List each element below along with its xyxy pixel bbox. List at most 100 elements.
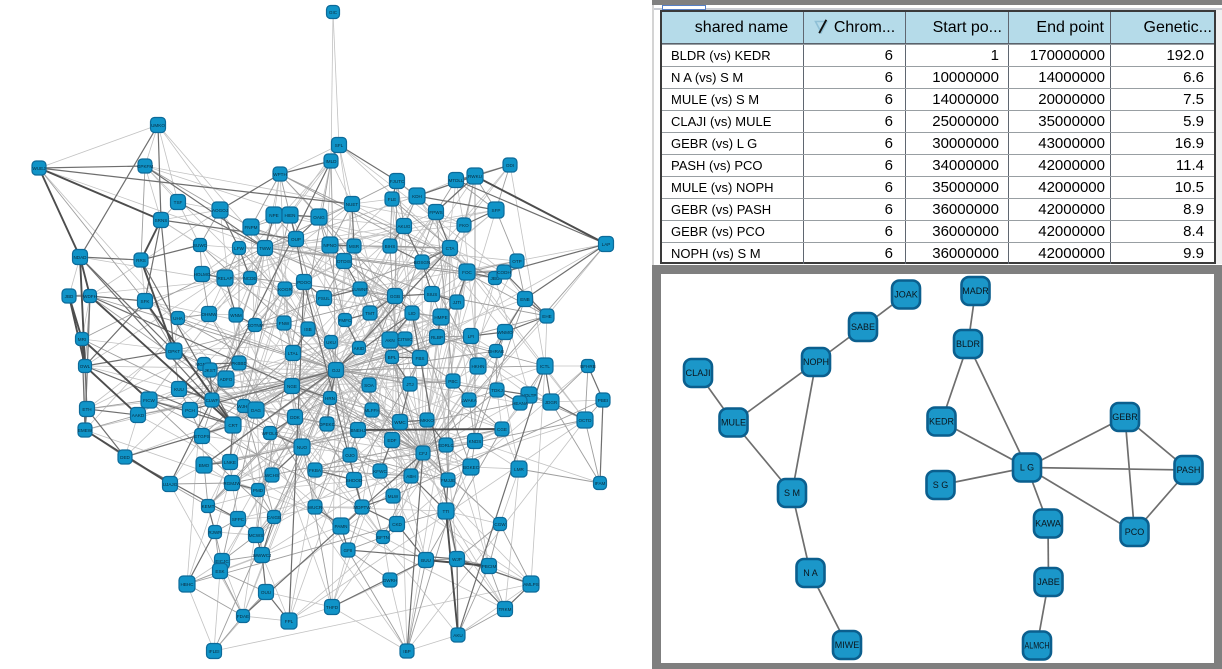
svg-text:ESK: ESK (215, 569, 225, 574)
svg-text:RELAP: RELAP (217, 276, 232, 281)
svg-text:FLE: FLE (388, 197, 396, 202)
svg-text:KEDR: KEDR (929, 417, 955, 427)
svg-text:FMFC: FMFC (339, 318, 352, 323)
svg-text:TSF: TSF (174, 200, 183, 205)
svg-text:BMO: BMO (199, 463, 210, 468)
svg-text:FPL: FPL (285, 619, 294, 624)
svg-text:JJTI: JJTI (453, 300, 462, 305)
svg-text:SFPC: SFPC (232, 517, 245, 522)
svg-text:EHE: EHE (542, 314, 551, 319)
svg-text:AKU: AKU (453, 633, 462, 638)
svg-text:NUO: NUO (297, 445, 308, 450)
svg-text:FKBA: FKBA (309, 468, 322, 473)
svg-text:FKO: FKO (459, 223, 469, 228)
svg-text:EICJC: EICJC (215, 559, 229, 564)
svg-text:WWWCJ: WWWCJ (253, 553, 272, 558)
svg-text:HOLMO: HOLMO (194, 272, 211, 277)
svg-text:KUU: KUU (174, 387, 184, 392)
svg-text:RRS: RRS (136, 258, 146, 263)
svg-text:FMJJE: FMJJE (441, 478, 455, 483)
svg-text:RJWR: RJWR (208, 530, 222, 535)
svg-text:WUCR: WUCR (308, 505, 323, 510)
svg-text:ADFO: ADFO (220, 377, 233, 382)
svg-text:SFL: SFL (335, 143, 344, 148)
svg-text:LID: LID (408, 311, 416, 316)
svg-text:TTI: TTI (443, 509, 450, 514)
svg-text:CODH: CODH (497, 270, 511, 275)
svg-text:L G: L G (1020, 463, 1034, 473)
svg-text:AKUG: AKUG (397, 224, 410, 229)
svg-text:JKST: JKST (204, 368, 215, 373)
svg-text:SIUS: SIUS (427, 292, 438, 297)
svg-text:DDK: DDK (290, 415, 301, 420)
svg-text:PDOO: PDOO (297, 280, 311, 285)
svg-text:SFK: SFK (141, 299, 151, 304)
svg-text:KOGR: KOGR (278, 287, 292, 292)
svg-text:LFW: LFW (234, 246, 244, 251)
svg-text:OAIG: OAIG (313, 215, 325, 220)
svg-text:EDRLC: EDRLC (438, 443, 454, 448)
svg-text:OHMW: OHMW (201, 312, 217, 317)
svg-text:FICW: FICW (143, 398, 155, 403)
svg-text:KFWC: KFWC (373, 469, 387, 474)
svg-text:GPKFM: GPKFM (137, 164, 154, 169)
svg-text:KNDS: KNDS (469, 439, 482, 444)
svg-text:OWL: OWL (80, 364, 91, 369)
svg-text:PCH: PCH (185, 408, 195, 413)
svg-text:ICTL: ICTL (540, 364, 550, 369)
svg-text:SUWC: SUWC (193, 243, 208, 248)
svg-text:WFOLG: WFOLG (262, 431, 279, 436)
svg-text:CKD: CKD (392, 522, 402, 527)
svg-text:S M: S M (784, 488, 800, 498)
svg-text:SABE: SABE (851, 322, 875, 332)
svg-text:FPWS: FPWS (429, 210, 442, 215)
svg-text:BIHS: BIHS (385, 244, 396, 249)
svg-text:LTAL: LTAL (288, 351, 299, 356)
svg-text:HKHN: HKHN (471, 364, 484, 369)
svg-text:BGKEC: BGKEC (463, 465, 480, 470)
svg-text:UKU: UKU (326, 340, 336, 345)
svg-text:KEMT: KEMT (202, 504, 215, 509)
svg-text:OJO: OJO (345, 453, 355, 458)
svg-text:NGE: NGE (287, 384, 297, 389)
svg-text:SOA: SOA (364, 383, 375, 388)
svg-text:ALMCH: ALMCH (1025, 641, 1050, 651)
svg-text:FJUTC: FJUTC (390, 179, 405, 184)
svg-text:BPL: BPL (388, 355, 397, 360)
svg-text:PKBBD: PKBBD (231, 361, 247, 366)
svg-text:CLAJI: CLAJI (686, 368, 711, 378)
svg-text:WDFH: WDFH (83, 294, 97, 299)
svg-text:MDPTW: MDPTW (353, 505, 371, 510)
svg-text:AMLPS: AMLPS (523, 582, 539, 587)
svg-text:GIC: GIC (329, 10, 338, 15)
svg-text:OUU: OUU (261, 590, 271, 595)
svg-text:MSR: MSR (349, 244, 360, 249)
svg-text:OUP: OUP (291, 237, 301, 242)
svg-text:LNKE: LNKE (224, 460, 236, 465)
svg-text:CLWF: CLWF (206, 398, 219, 403)
svg-text:GFII: GFII (344, 548, 353, 553)
svg-text:NPNO: NPNO (323, 243, 337, 248)
svg-text:IFAM: IFAM (595, 481, 606, 486)
svg-text:DAG: DAG (251, 408, 261, 413)
svg-text:ODI: ODI (506, 163, 514, 168)
svg-text:ETGPS: ETGPS (194, 434, 210, 439)
svg-text:JDGR: JDGR (545, 400, 558, 405)
svg-text:WJHN: WJHN (237, 404, 250, 409)
svg-text:RGMJW: RGMJW (223, 481, 241, 486)
svg-text:CGE: CGE (497, 427, 507, 432)
svg-text:BFHRB: BFHRB (580, 364, 596, 369)
svg-text:PMD: PMD (253, 488, 264, 493)
svg-text:FNW: FNW (279, 321, 290, 326)
svg-text:JBO: JBO (491, 276, 500, 281)
svg-text:FBS: FBS (416, 356, 425, 361)
svg-text:LAP: LAP (602, 242, 611, 247)
svg-text:WUEJ: WUEJ (32, 166, 45, 171)
svg-text:FDAE: FDAE (237, 614, 249, 619)
svg-text:CITWC: CITWC (397, 337, 413, 342)
svg-text:TRKM: TRKM (498, 607, 511, 612)
svg-text:RLBP: RLBP (431, 335, 443, 340)
svg-text:FOC: FOC (462, 270, 472, 275)
svg-text:CGW: CGW (494, 522, 506, 527)
svg-text:ABH: ABH (406, 474, 415, 479)
